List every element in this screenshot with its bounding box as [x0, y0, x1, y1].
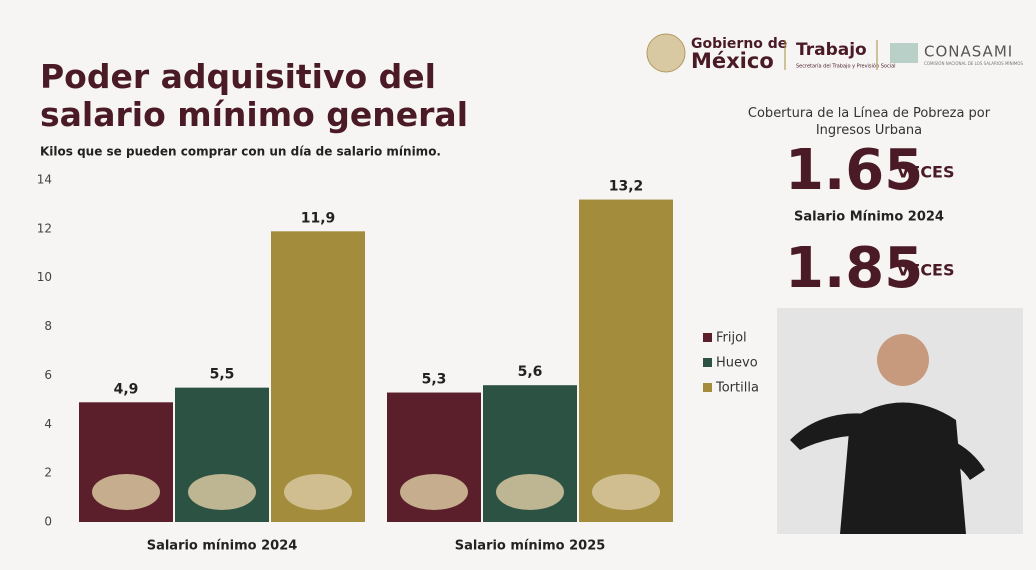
unit: VECES — [897, 261, 955, 280]
x-tick-label: Salario mínimo 2025 — [455, 539, 606, 554]
logo-text: CONASAMI — [924, 43, 1013, 61]
emblem — [646, 33, 686, 73]
y-tick-label: 10 — [37, 270, 52, 284]
food-illustration — [92, 474, 160, 510]
y-tick-label: 2 — [44, 466, 52, 480]
logo-text: México — [691, 49, 774, 73]
logo-text: Secretaría del Trabajo y Previsión Socia… — [796, 63, 896, 70]
interpreter — [790, 413, 900, 450]
big-number: 1.65 — [785, 138, 923, 203]
logo-text: COMISIÓN NACIONAL DE LOS SALARIOS MÍNIMO… — [924, 61, 1023, 66]
data-label: 5,6 — [518, 364, 543, 380]
legend-label: Huevo — [716, 356, 758, 371]
food-illustration — [496, 474, 564, 510]
legend-swatch — [703, 333, 712, 342]
interpreter — [900, 430, 985, 480]
legend-swatch — [703, 358, 712, 367]
food-illustration — [592, 474, 660, 510]
legend-label: Frijol — [716, 331, 747, 346]
data-label: 11,9 — [301, 210, 336, 226]
panel-label: Salario Mínimo 2024 — [794, 210, 944, 225]
unit: VECES — [897, 163, 955, 182]
data-label: 13,2 — [609, 179, 644, 195]
y-tick-label: 4 — [44, 417, 52, 431]
y-tick-label: 12 — [37, 221, 52, 235]
y-tick-label: 0 — [44, 515, 52, 529]
y-tick-label: 8 — [44, 319, 52, 333]
bar — [271, 231, 365, 523]
big-number: 1.85 — [785, 236, 923, 301]
x-tick-label: Salario mínimo 2024 — [147, 539, 298, 554]
bar — [579, 199, 673, 523]
logo-text: Gobierno de — [691, 36, 787, 52]
conasami-icon — [890, 43, 918, 63]
chart-title: Poder adquisitivo del salario mínimo gen… — [40, 57, 469, 134]
panel-heading: Cobertura de la Línea de Pobreza por Ing… — [747, 106, 991, 138]
legend-label: Tortilla — [715, 381, 759, 396]
food-illustration — [188, 474, 256, 510]
subtitle: Kilos que se pueden comprar con un día d… — [40, 145, 441, 159]
interpreter — [877, 334, 929, 386]
y-tick-label: 6 — [44, 368, 52, 382]
data-label: 5,3 — [422, 372, 447, 388]
data-label: 4,9 — [114, 381, 139, 397]
food-illustration — [284, 474, 352, 510]
legend-swatch — [703, 383, 712, 392]
y-tick-label: 14 — [37, 173, 52, 187]
food-illustration — [400, 474, 468, 510]
logo-text: Trabajo — [796, 40, 867, 60]
data-label: 5,5 — [210, 367, 235, 383]
